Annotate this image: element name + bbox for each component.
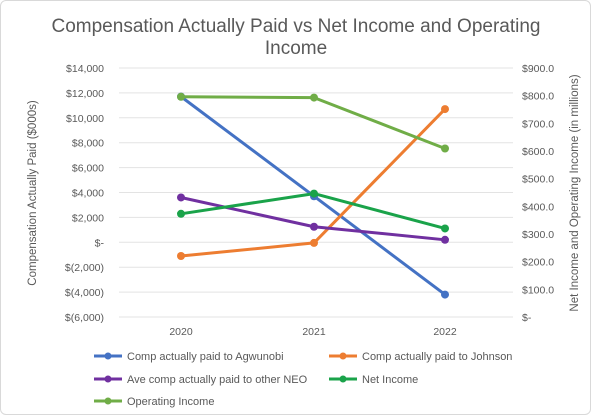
series-line bbox=[179, 107, 447, 258]
left-tick-label: $6,000 bbox=[72, 163, 104, 175]
legend-swatch-marker bbox=[104, 397, 112, 405]
data-point bbox=[441, 290, 449, 299]
legend-swatch-marker bbox=[339, 375, 347, 383]
data-point bbox=[310, 93, 318, 102]
left-tick-label: $12,000 bbox=[66, 88, 104, 100]
data-point bbox=[177, 92, 185, 101]
right-tick-label: $900.0 bbox=[522, 63, 554, 75]
x-tick-label: 2021 bbox=[302, 326, 326, 338]
legend-label: Operating Income bbox=[127, 396, 214, 408]
data-point bbox=[177, 251, 185, 260]
legend-swatch-marker bbox=[104, 375, 112, 383]
data-point bbox=[310, 222, 318, 231]
right-axis-title: Net Income and Operating Income (in mill… bbox=[569, 74, 581, 311]
left-tick-label: $2,000 bbox=[72, 212, 104, 224]
data-point bbox=[177, 209, 185, 218]
legend-label: Comp actually paid to Johnson bbox=[362, 351, 512, 363]
right-axis-ticks: $900.0 $800.0 $700.0 $600.0 $500.0 $400.0 $300… bbox=[522, 63, 554, 324]
data-point bbox=[177, 193, 185, 202]
right-tick-label: $700.0 bbox=[522, 118, 554, 130]
data-point bbox=[310, 189, 318, 198]
data-point bbox=[310, 238, 318, 247]
right-tick-label: $200.0 bbox=[522, 257, 554, 269]
chart-title-line-1: Compensation Actually Paid vs Net Income… bbox=[52, 16, 541, 37]
left-tick-label: $14,000 bbox=[66, 63, 104, 75]
right-tick-label: $300.0 bbox=[522, 229, 554, 241]
left-axis-title: Compensation Actually Paid ($000s) bbox=[27, 100, 39, 286]
x-axis-ticks: 2020 2021 2022 bbox=[169, 326, 457, 338]
data-point bbox=[441, 105, 449, 114]
left-tick-label: $(6,000) bbox=[65, 312, 104, 324]
right-tick-label: $500.0 bbox=[522, 174, 554, 186]
right-tick-label: $400.0 bbox=[522, 201, 554, 213]
right-tick-label: $800.0 bbox=[522, 91, 554, 103]
x-tick-label: 2020 bbox=[169, 326, 193, 338]
legend-label: Comp actually paid to Agwunobi bbox=[127, 351, 284, 363]
legend-swatch-marker bbox=[104, 352, 112, 360]
chart-title-line-2: Income bbox=[265, 38, 327, 59]
data-point bbox=[441, 224, 449, 233]
left-tick-label: $8,000 bbox=[72, 138, 104, 150]
series-layer bbox=[177, 92, 449, 299]
data-point bbox=[441, 144, 449, 153]
series-line bbox=[179, 95, 447, 151]
legend-label: Net Income bbox=[362, 374, 418, 386]
x-tick-label: 2022 bbox=[433, 326, 457, 338]
right-tick-label: $- bbox=[522, 312, 532, 324]
legend: Comp actually paid to Agwunobi Comp actua… bbox=[94, 351, 512, 408]
left-tick-label: $- bbox=[95, 237, 105, 249]
left-tick-label: $4,000 bbox=[72, 188, 104, 200]
data-point bbox=[441, 235, 449, 244]
left-tick-label: $(4,000) bbox=[65, 287, 104, 299]
legend-swatch-marker bbox=[339, 352, 347, 360]
left-tick-label: $(2,000) bbox=[65, 262, 104, 274]
left-tick-label: $10,000 bbox=[66, 113, 104, 125]
left-axis-ticks: $14,000 $12,000 $10,000 $8,000 $6,000 $4,000 $… bbox=[65, 63, 105, 324]
right-tick-label: $100.0 bbox=[522, 284, 554, 296]
legend-label: Ave comp actually paid to other NEO bbox=[127, 374, 308, 386]
right-tick-label: $600.0 bbox=[522, 146, 554, 158]
